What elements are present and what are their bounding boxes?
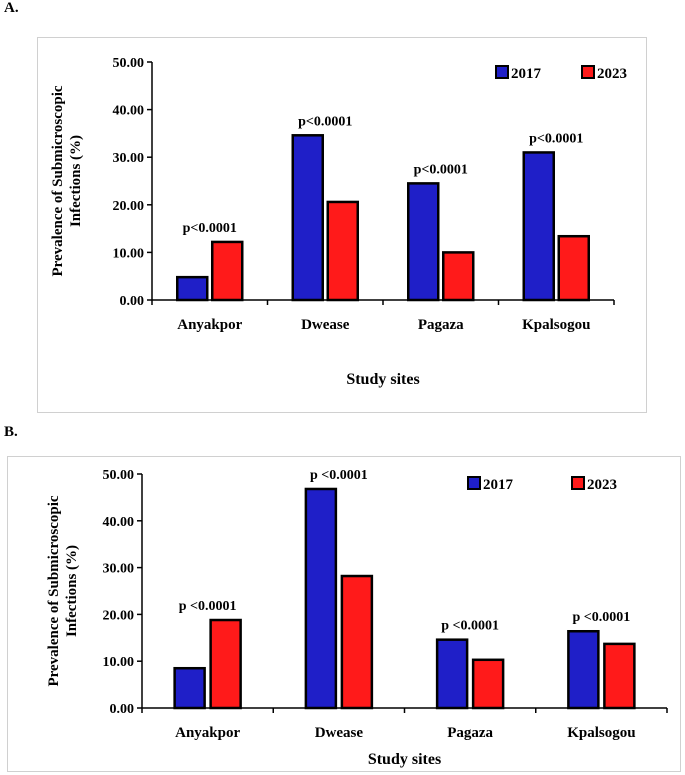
p-value-annotation: p <0.0001 [441,619,499,634]
y-tick-label: 50.00 [103,468,135,483]
p-value-annotation: p <0.0001 [572,610,630,625]
x-category-label: Dwease [315,725,364,741]
y-tick-label: 50.00 [113,56,145,71]
x-category-label: Anyakpor [175,725,240,741]
x-category-label: Kpalsogou [567,725,635,741]
x-axis-label: Study sites [346,371,419,388]
y-tick-label: 20.00 [113,199,145,214]
legend-label-2017: 2017 [511,66,542,82]
y-tick-label: 10.00 [113,246,145,261]
legend-swatch-2017 [467,476,481,490]
y-tick-label: 40.00 [113,104,145,119]
y-tick-label: 30.00 [113,151,145,166]
legend-label-2023: 2023 [587,477,617,493]
y-axis-label-line1: Prevalence of Submicroscopic [50,85,66,276]
panel-b-label: B. [4,424,18,440]
bar-2017-anyakpor [173,666,206,710]
y-tick-label: 40.00 [103,515,135,530]
bar-2023-pagaza [471,658,505,710]
chart-a: 0.00 10.00 20.00 30.00 40.00 50.00 Anyakpor p<0… [50,56,627,388]
p-value-annotation: p <0.0001 [179,599,237,614]
p-value-annotation: p<0.0001 [529,131,583,146]
x-category-label: Pagaza [418,317,464,333]
bar-2023-dwease [326,200,359,302]
p-value-annotation: p<0.0001 [414,162,468,177]
x-category-label: Pagaza [447,725,493,741]
legend-label-2017: 2017 [483,477,514,493]
bar-2017-anyakpor [176,275,209,302]
x-category-label: Anyakpor [177,317,242,333]
bar-2017-kpalsogou [567,629,600,710]
y-axis-label-line2: Infections (%) [64,545,80,637]
bar-2017-kpalsogou [522,151,555,302]
bar-2023-kpalsogou [557,234,590,302]
bar-2017-pagaza [435,638,469,710]
y-tick-label: 0.00 [120,294,145,309]
y-axis-label-line2: Infections (%) [68,135,84,227]
bar-2023-kpalsogou [603,642,636,710]
p-value-annotation: p<0.0001 [183,221,237,236]
legend-label-2023: 2023 [597,66,627,82]
y-tick-label: 30.00 [103,562,135,577]
bar-2023-anyakpor [211,240,244,302]
y-tick-label: 20.00 [103,608,135,623]
p-value-annotation: p <0.0001 [310,468,368,483]
y-axis-label-line1: Prevalence of Submicroscopic [46,495,62,686]
bar-2023-anyakpor [209,618,242,710]
bar-2017-pagaza [407,182,440,302]
legend-swatch-2023 [571,476,585,490]
legend-swatch-2023 [581,65,595,79]
x-category-label: Dwease [301,317,350,333]
legend-swatch-2017 [495,65,509,79]
panel-a-label: A. [4,0,19,16]
bar-2023-dwease [340,574,374,710]
bar-2023-pagaza [442,251,475,302]
bar-2017-dwease [291,134,324,302]
y-tick-label: 0.00 [110,702,135,717]
y-tick-label: 10.00 [103,655,135,670]
p-value-annotation: p<0.0001 [298,114,352,129]
bar-2017-dwease [304,487,338,710]
x-axis-label: Study sites [368,751,441,768]
x-category-label: Kpalsogou [522,317,590,333]
